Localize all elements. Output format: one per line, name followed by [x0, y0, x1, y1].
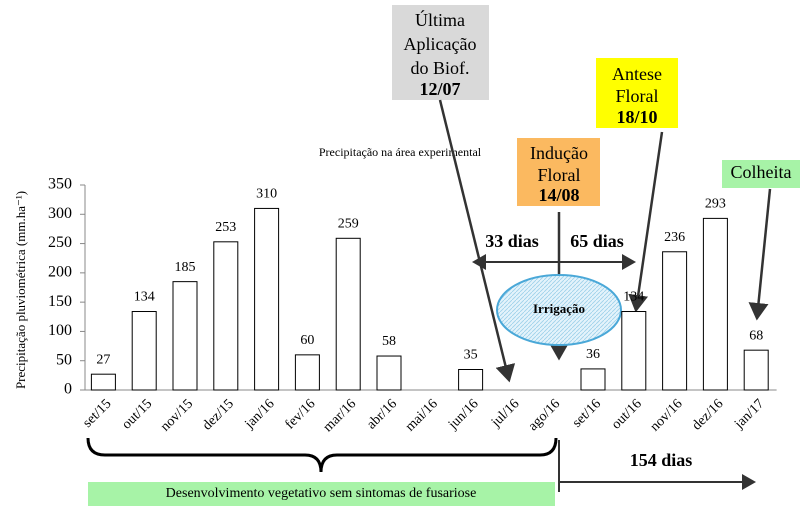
- value-label: 253: [215, 220, 236, 235]
- x-tick-label: out/15: [119, 396, 155, 432]
- y-tick-label: 300: [48, 205, 72, 222]
- bar: [621, 311, 647, 391]
- y-tick-label: 250: [48, 234, 72, 251]
- y-tick-label: 50: [56, 351, 72, 368]
- value-label: 310: [256, 187, 277, 202]
- irrigation-ellipse: [496, 274, 622, 346]
- bar: [335, 237, 361, 391]
- y-axis-label: Precipitação pluviométrica (mm.ha⁻¹): [13, 191, 28, 389]
- x-tick-label: nov/16: [648, 396, 686, 434]
- annotation-text: 18/10: [616, 107, 657, 127]
- bar: [90, 373, 116, 391]
- brace: [86, 437, 558, 473]
- bar: [662, 251, 688, 391]
- annotation-text: Antese: [612, 64, 662, 84]
- annotation-text: Aplicação: [404, 34, 477, 54]
- value-label: 259: [338, 217, 359, 232]
- value-label: 60: [300, 333, 314, 348]
- bar: [294, 354, 320, 391]
- x-tick-label: ago/16: [526, 396, 564, 434]
- value-label: 134: [134, 290, 155, 305]
- arrow: [438, 99, 516, 383]
- x-tick-label: jul/16: [488, 396, 522, 430]
- x-tick-label: fev/16: [283, 396, 319, 432]
- x-tick-label: out/16: [609, 396, 645, 432]
- bar: [254, 207, 280, 391]
- annotation-text: 12/07: [419, 79, 460, 99]
- bar: [458, 369, 484, 391]
- annotation-text: Floral: [538, 165, 581, 185]
- annotation-box: [392, 5, 489, 100]
- annotation-text: 14/08: [538, 185, 579, 205]
- annotation-text: do Biof.: [410, 58, 469, 78]
- x-tick-label: jun/16: [445, 396, 482, 433]
- x-tick-label: nov/15: [158, 396, 196, 434]
- x-tick-label: abr/16: [364, 396, 400, 432]
- annotation-text: Desenvolvimento vegetativo sem sintomas …: [166, 486, 477, 501]
- annotation-text: Última: [415, 9, 465, 30]
- value-label: 236: [664, 230, 685, 245]
- y-tick-label: 0: [64, 381, 72, 398]
- annotation-text: 154 dias: [630, 450, 693, 470]
- chart-title: Precipitação na área experimental: [319, 145, 482, 159]
- y-tick-label: 100: [48, 322, 72, 339]
- value-label: 293: [705, 197, 726, 212]
- y-tick-label: 150: [48, 293, 72, 310]
- y-tick-label: 350: [48, 176, 72, 193]
- x-tick-label: set/15: [80, 396, 114, 430]
- value-label: 36: [586, 347, 600, 362]
- x-tick-label: mai/16: [403, 396, 441, 434]
- annotation-box: [88, 482, 555, 506]
- bar: [743, 349, 769, 391]
- x-tick-label: mar/16: [321, 396, 360, 435]
- bar: [172, 281, 198, 391]
- x-tick-label: dez/15: [200, 396, 237, 433]
- annotation-text: Colheita: [731, 162, 792, 182]
- annotation-text: Indução: [530, 143, 588, 163]
- annotation-text: Irrigação: [533, 301, 585, 316]
- arrow: [748, 188, 772, 321]
- value-label: 35: [464, 348, 478, 363]
- value-label: 68: [749, 328, 763, 343]
- y-tick-label: 200: [48, 264, 72, 281]
- bar: [376, 355, 402, 391]
- annotation-box: [517, 138, 600, 206]
- bar: [702, 217, 728, 391]
- arrow: [628, 131, 664, 313]
- annotation-text: 33 dias: [485, 231, 539, 251]
- annotation-text: Floral: [616, 86, 659, 106]
- x-tick-label: set/16: [570, 396, 604, 430]
- annotation-text: 65 dias: [570, 231, 624, 251]
- value-label: 134: [623, 290, 644, 305]
- bar: [213, 241, 239, 391]
- value-label: 185: [175, 260, 196, 275]
- annotation-box: [722, 160, 800, 188]
- bar: [131, 311, 157, 391]
- x-tick-label: jan/16: [242, 396, 278, 432]
- value-label: 27: [96, 352, 110, 367]
- annotation-box: [596, 58, 678, 128]
- value-label: 58: [382, 334, 396, 349]
- bar: [580, 368, 606, 391]
- x-tick-label: dez/16: [690, 396, 727, 433]
- x-tick-label: jan/17: [731, 396, 767, 432]
